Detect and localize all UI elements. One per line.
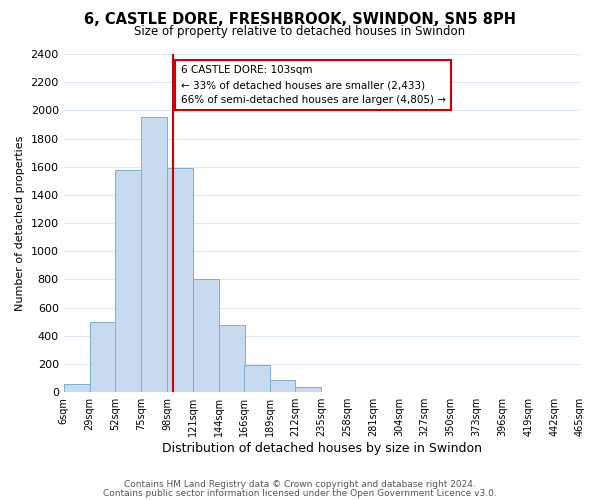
Text: 6, CASTLE DORE, FRESHBROOK, SWINDON, SN5 8PH: 6, CASTLE DORE, FRESHBROOK, SWINDON, SN5… (84, 12, 516, 28)
Text: 6 CASTLE DORE: 103sqm
← 33% of detached houses are smaller (2,433)
66% of semi-d: 6 CASTLE DORE: 103sqm ← 33% of detached … (181, 66, 446, 105)
Text: Contains public sector information licensed under the Open Government Licence v3: Contains public sector information licen… (103, 488, 497, 498)
Bar (64, 384, 89, 392)
Text: Contains HM Land Registry data © Crown copyright and database right 2024.: Contains HM Land Registry data © Crown c… (124, 480, 476, 489)
Bar (244, 366, 269, 392)
Bar (295, 388, 321, 392)
Text: Size of property relative to detached houses in Swindon: Size of property relative to detached ho… (134, 25, 466, 38)
Bar (89, 322, 115, 392)
Bar (141, 118, 167, 392)
Bar (219, 324, 245, 392)
Bar (269, 380, 295, 392)
X-axis label: Distribution of detached houses by size in Swindon: Distribution of detached houses by size … (162, 442, 482, 455)
Bar (167, 168, 193, 392)
Y-axis label: Number of detached properties: Number of detached properties (15, 136, 25, 311)
Bar (115, 170, 141, 392)
Bar (193, 280, 219, 392)
